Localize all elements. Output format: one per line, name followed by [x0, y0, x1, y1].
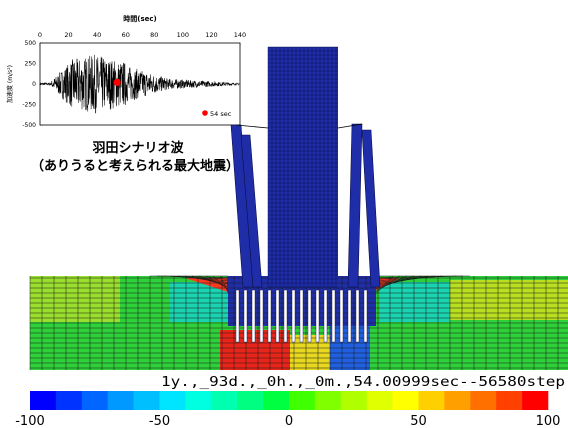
- colorbar-segment: [470, 391, 497, 410]
- ground-red-wedge-left: [185, 278, 228, 292]
- acceleration-signal: [39, 54, 241, 114]
- chart-x-tick-label: 140: [234, 31, 246, 39]
- ground-fan-line-left: [226, 275, 229, 294]
- ground-grid-lines: [29, 275, 568, 370]
- colorbar-tick-label: 0: [285, 414, 293, 428]
- chart-y-tick-label: 0: [32, 81, 36, 88]
- foundation-pile: [315, 289, 320, 343]
- ground-yellow-band-left: [30, 276, 120, 322]
- ground-fan-line-right: [375, 275, 415, 290]
- colorbar-segment: [263, 391, 290, 410]
- colorbar-segment: [289, 391, 316, 410]
- foundation-pile: [299, 289, 304, 343]
- colorbar-tick-label: -50: [149, 414, 170, 428]
- chart-y-axis-label: 加速度 (m/s²): [6, 65, 14, 103]
- structure-model: [29, 46, 568, 370]
- legend-marker-label: 54 sec: [210, 110, 232, 118]
- chart-top-axis-label: 時間(sec): [123, 14, 156, 23]
- foundation-pile: [283, 289, 288, 343]
- colorbar-tick-labels: -100 -50 0 50 100: [15, 414, 560, 428]
- foundation-pile: [331, 289, 336, 343]
- chart-x-tick-label: 20: [64, 31, 72, 39]
- colorbar-segment: [159, 391, 186, 410]
- tower-top-left-brace: [235, 124, 269, 129]
- chart-x-tick-label: 100: [177, 31, 189, 39]
- colorbar-tick-label: -100: [15, 414, 45, 428]
- chart-x-tick-label: 0: [38, 31, 42, 39]
- colorbar-segment: [418, 391, 445, 410]
- ground-fan-line-left: [198, 275, 229, 288]
- ground-fan-line-left: [212, 275, 229, 291]
- colorbar-segment: [81, 391, 108, 410]
- current-time-marker: [113, 78, 121, 86]
- foundation-pile: [323, 289, 328, 343]
- foundation-pile: [251, 289, 256, 343]
- foundation-pile: [243, 289, 248, 343]
- colorbar-segment: [444, 391, 471, 410]
- ground-cyan-right: [380, 282, 450, 322]
- ground-fan-line-left: [170, 275, 229, 282]
- tower-grid-lines: [267, 46, 338, 288]
- foundation-pile: [347, 289, 352, 343]
- ground-fan-line-right: [375, 275, 422, 288]
- foundation-piles: [235, 289, 368, 343]
- chart-y-tick-label: -250: [22, 102, 36, 109]
- foundation-pile: [363, 289, 368, 343]
- colorbar-segment: [314, 391, 342, 410]
- tower-far-left-wing: [240, 134, 263, 288]
- colorbar-segment: [522, 391, 549, 410]
- colorbar-tick-label: 100: [536, 414, 561, 428]
- foundation-pile: [267, 289, 272, 343]
- colorbar-segment: [496, 391, 523, 410]
- tower-far-right-wing: [361, 129, 381, 288]
- foundation-pile: [259, 289, 264, 343]
- colorbar-segment: [340, 391, 367, 410]
- foundation-pile: [307, 289, 312, 343]
- ground-fan-line-left: [219, 275, 229, 293]
- colorbar-segment: [185, 391, 212, 410]
- colorbar-segment: [133, 391, 160, 410]
- chart-x-tick-label: 40: [93, 31, 101, 39]
- colorbar-segment: [107, 391, 134, 410]
- chart-y-tick-label: 250: [25, 61, 37, 68]
- chart-y-tick-label: -500: [22, 122, 36, 129]
- colorbar-segment: [211, 391, 238, 410]
- tower-right-wing: [347, 123, 363, 288]
- colorbar-segment: [30, 391, 57, 410]
- ground-yellow-right: [450, 280, 568, 320]
- chart-y-tick-label: 500: [25, 40, 37, 47]
- chart-x-tick-label: 80: [150, 31, 158, 39]
- chart-x-tick-label: 60: [122, 31, 130, 39]
- colorbar-segment: [237, 391, 264, 410]
- ground-fan-line-right: [375, 275, 394, 294]
- colorbar-segment: [392, 391, 419, 410]
- foundation-pile: [235, 289, 240, 343]
- legend-marker-dot: [202, 110, 208, 116]
- ground-fan-line-right: [375, 275, 450, 282]
- foundation-pile: [275, 289, 280, 343]
- colorbar: [30, 391, 549, 410]
- tower-structure: [230, 46, 381, 288]
- acceleration-time-chart: 時間(sec) 0 20 40 60 80 100 120 140 500 250 0 -250 -5…: [6, 14, 246, 129]
- ground-mesh: [29, 275, 568, 370]
- chart-x-tick-label: 120: [205, 31, 217, 39]
- foundation-pile: [291, 289, 296, 343]
- colorbar-tick-label: 50: [410, 414, 427, 428]
- caption-subtitle: （ありうると考えられる最大地震）: [31, 158, 239, 174]
- caption-title: 羽田シナリオ波: [92, 140, 184, 156]
- foundation-pile: [355, 289, 360, 343]
- simulation-time-readout: 1y.,_93d.,_0h.,_0m.,54.00999sec--56580st…: [161, 375, 565, 390]
- colorbar-segment: [55, 391, 83, 410]
- foundation-pile: [339, 289, 344, 343]
- ground-fan-line-left: [191, 275, 229, 286]
- tower-top-right-brace: [337, 123, 363, 129]
- colorbar-segment: [366, 391, 393, 410]
